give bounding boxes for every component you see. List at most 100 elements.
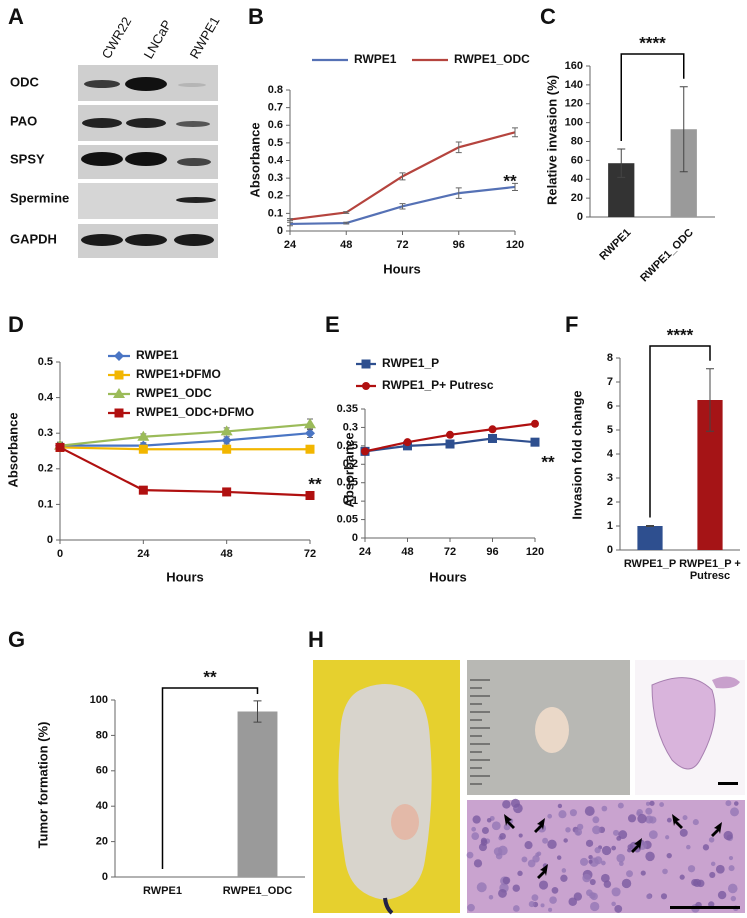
nucleus <box>666 817 672 823</box>
marker <box>137 430 150 441</box>
nucleus <box>574 828 583 836</box>
nucleus <box>498 889 507 898</box>
nucleus <box>590 901 600 912</box>
x-tick-label: 48 <box>221 548 233 560</box>
nucleus <box>679 828 688 837</box>
nucleus <box>730 895 737 902</box>
error-bar <box>706 368 714 432</box>
nucleus <box>466 851 474 859</box>
y-tick-label: 0.5 <box>38 356 53 368</box>
x-tick-label: 72 <box>304 548 316 560</box>
y-tick-label: 120 <box>565 98 583 110</box>
nucleus <box>502 876 511 885</box>
nucleus <box>467 903 475 912</box>
marker <box>531 419 539 428</box>
y-tick-label: 2 <box>607 496 613 508</box>
y-tick-label: 160 <box>565 60 583 72</box>
y-tick-label: 0 <box>577 211 583 223</box>
y-tick-label: 0.2 <box>343 458 358 470</box>
blot-row-label: GAPDH <box>10 231 57 246</box>
nucleus <box>569 809 577 817</box>
band <box>81 152 123 166</box>
nucleus <box>679 874 685 880</box>
legend-marker <box>362 382 370 390</box>
x-tick-label: 120 <box>506 239 524 251</box>
y-axis-label: Absorbance <box>247 122 262 197</box>
nucleus <box>645 801 651 806</box>
marker <box>220 425 233 436</box>
error-bar <box>512 182 518 191</box>
panel-letter: D <box>8 312 24 337</box>
nucleus <box>486 817 492 823</box>
series-line <box>59 423 311 447</box>
nucleus <box>558 810 567 819</box>
band <box>125 234 167 246</box>
nucleus <box>734 801 739 806</box>
legend-marker <box>113 388 125 398</box>
y-tick-label: 0.25 <box>337 440 358 452</box>
y-tick-label: 0 <box>277 225 283 237</box>
nucleus <box>686 844 691 850</box>
nucleus <box>499 832 506 840</box>
bar <box>637 526 663 550</box>
nucleus <box>708 837 715 843</box>
y-tick-label: 0.3 <box>38 427 53 439</box>
marker <box>403 438 412 447</box>
y-tick-label: 0.6 <box>268 119 283 131</box>
y-tick-label: 20 <box>571 192 583 204</box>
y-tick-label: 4 <box>607 448 614 460</box>
tissue <box>651 677 716 770</box>
x-tick-label: 96 <box>486 546 498 558</box>
error-bar <box>646 525 654 527</box>
x-tick-label: 48 <box>401 546 413 558</box>
x-tick-label: RWPE1_P <box>624 558 676 570</box>
nucleus <box>488 895 494 900</box>
nucleus <box>618 861 624 867</box>
nucleus <box>611 901 616 907</box>
marker <box>361 447 369 456</box>
y-tick-label: 100 <box>90 694 108 706</box>
nucleus <box>538 880 549 890</box>
series-line <box>60 432 311 447</box>
marker <box>305 444 315 454</box>
nucleus <box>626 870 633 878</box>
panel-letter: E <box>325 312 340 337</box>
arrows <box>504 814 722 879</box>
nucleus <box>527 859 536 868</box>
nucleus <box>476 882 487 893</box>
scale-bar <box>718 782 738 785</box>
nucleus <box>548 907 553 912</box>
nucleus <box>518 833 523 838</box>
nucleus <box>551 887 559 894</box>
nucleus <box>513 905 520 912</box>
x-tick-label: 120 <box>526 546 544 558</box>
nucleus <box>568 897 578 906</box>
nucleus <box>542 837 549 844</box>
marker <box>222 487 232 497</box>
nucleus <box>727 883 738 894</box>
y-tick-label: 8 <box>607 352 613 364</box>
panel-letter: F <box>565 312 578 337</box>
nucleus <box>524 841 533 850</box>
error-bar <box>455 187 462 199</box>
y-tick-label: 0 <box>607 544 613 556</box>
nucleus <box>687 865 696 873</box>
marker <box>488 425 497 434</box>
legend-marker <box>114 370 124 380</box>
error-bar <box>343 221 350 225</box>
nucleus <box>649 800 655 806</box>
y-tick-label: 7 <box>607 376 613 388</box>
panel-letter: H <box>308 627 324 652</box>
nucleus <box>563 838 568 843</box>
nucleus <box>617 802 624 809</box>
y-tick-label: 0.15 <box>337 477 358 489</box>
nucleus <box>540 903 545 908</box>
nucleus <box>531 894 539 902</box>
nucleus <box>660 893 668 900</box>
nucleus <box>659 802 665 807</box>
panel-letter: A <box>8 4 24 29</box>
nucleus <box>573 892 583 901</box>
nucleus <box>614 905 623 913</box>
photo-panel <box>313 660 745 915</box>
nucleus <box>493 847 503 856</box>
